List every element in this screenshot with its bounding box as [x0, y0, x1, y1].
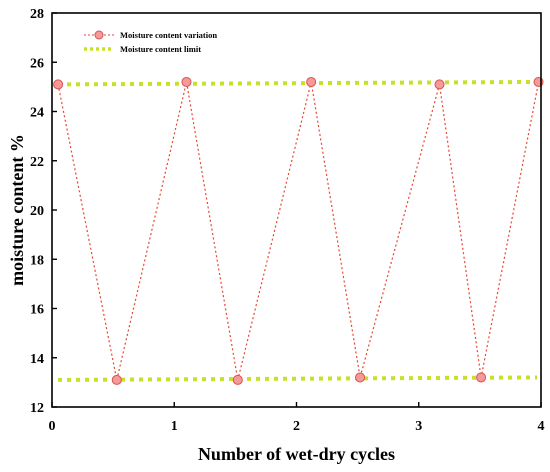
y-tick-label: 14: [30, 352, 44, 367]
y-tick-label: 26: [30, 56, 44, 71]
data-point: [434, 79, 445, 90]
legend-label: Moisture content variation: [120, 30, 217, 40]
data-point: [232, 374, 243, 385]
y-tick-label: 12: [30, 401, 44, 416]
x-tick-label: 4: [538, 419, 545, 434]
series-line-moisture-variation: [57, 81, 540, 381]
x-tick-label: 3: [415, 419, 422, 434]
data-point: [111, 374, 122, 385]
y-tick-label: 28: [30, 7, 44, 22]
y-axis-title: moisture content %: [7, 134, 27, 286]
limit-line: [57, 79, 538, 87]
data-point: [476, 372, 487, 383]
y-tick-label: 20: [30, 204, 44, 219]
series-layer: [53, 76, 544, 385]
plot-frame: [51, 12, 542, 408]
data-point: [306, 76, 317, 87]
x-tick-label: 2: [293, 419, 300, 434]
data-point: [53, 79, 64, 90]
data-point: [181, 76, 192, 87]
y-tick-label: 24: [30, 106, 44, 121]
limit-lines: [57, 79, 538, 382]
y-tick-label: 18: [30, 253, 44, 268]
legend: Moisture content variation Moisture conte…: [84, 30, 217, 54]
legend-marker: [94, 30, 104, 40]
legend-label: Moisture content limit: [120, 44, 201, 54]
y-tick-label: 22: [30, 155, 44, 170]
x-axis-title: Number of wet-dry cycles: [198, 444, 395, 464]
y-tick-label: 16: [30, 303, 44, 318]
data-point: [355, 372, 366, 383]
x-tick-label: 1: [171, 419, 178, 434]
limit-line: [57, 375, 538, 382]
x-tick-label: 0: [49, 419, 56, 434]
